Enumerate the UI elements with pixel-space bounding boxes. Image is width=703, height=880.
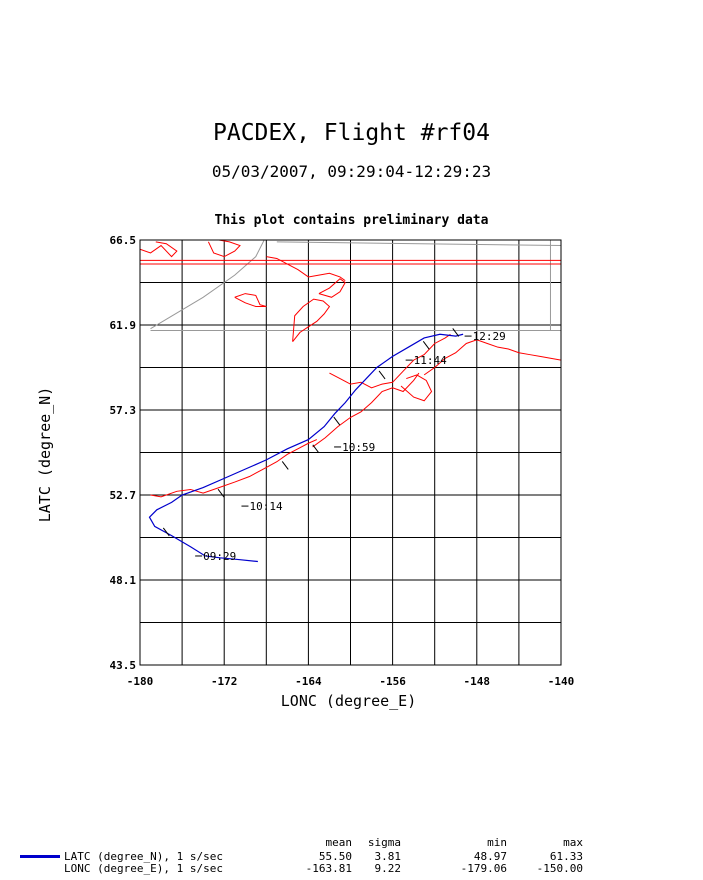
- y-axis-label: LATC (degree_N): [36, 387, 54, 522]
- y-tick-label: 61.9: [110, 319, 137, 332]
- track-tick-mark: [422, 341, 430, 350]
- flight-track-layer: [148, 328, 464, 563]
- time-label: 10:59: [342, 441, 375, 454]
- y-tick-label: 52.7: [110, 489, 137, 502]
- legend-row-label: LATC (degree_N), 1 s/sec: [64, 850, 223, 863]
- track-tick-mark: [378, 370, 386, 380]
- x-tick-label: -140: [548, 675, 575, 688]
- legend-value: -179.06: [460, 862, 507, 875]
- y-tick-label: 66.5: [110, 234, 137, 247]
- x-tick-label: -148: [464, 675, 491, 688]
- track-tick-mark: [217, 488, 225, 498]
- legend-value: 3.81: [374, 850, 402, 863]
- y-tick-label: 43.5: [110, 659, 137, 672]
- border-line: [276, 241, 562, 247]
- y-tick-label: 48.1: [110, 574, 137, 587]
- time-labels: 09:29 10:14 10:59 11:44 12:29: [195, 330, 506, 563]
- plot-frame: [139, 239, 562, 666]
- page-title: PACDEX, Flight #rf04: [213, 120, 490, 146]
- x-tick-label: -164: [295, 675, 322, 688]
- time-label: 11:44: [414, 354, 447, 367]
- coastline-segment: [329, 333, 451, 389]
- time-label: 09:29: [203, 550, 236, 563]
- coastline-segment: [207, 239, 241, 258]
- coastline-segment: [318, 278, 346, 298]
- legend-value: -163.81: [305, 862, 352, 875]
- axes: -180 -172 -164 -156 -148 -140 43.5 48.1 52.7 57.3…: [36, 234, 574, 710]
- track-tick-mark: [452, 328, 460, 337]
- time-label: 12:29: [473, 330, 506, 343]
- legend-header-max: max: [563, 836, 583, 849]
- legend-header-mean: mean: [325, 836, 353, 849]
- coastline-segment: [139, 241, 178, 258]
- coastline-segment: [423, 339, 562, 376]
- x-axis-label: LONC (degree_E): [281, 692, 416, 710]
- x-tick-label: -180: [127, 675, 154, 688]
- track-tick-mark: [281, 461, 289, 470]
- coastline-segment: [266, 256, 346, 282]
- coastline-segment: [150, 439, 318, 498]
- political-borders: [150, 239, 562, 332]
- preliminary-note: This plot contains preliminary data: [214, 213, 489, 228]
- coastline: [139, 239, 562, 498]
- flight-track: [148, 333, 464, 563]
- legend-value: 61.33: [549, 850, 583, 863]
- coastline-segment: [234, 293, 267, 308]
- x-tick-label: -172: [211, 675, 238, 688]
- page-subtitle: 05/03/2007, 09:29:04-12:29:23: [211, 162, 492, 181]
- track-tick-mark: [312, 444, 320, 454]
- coastline-segment: [292, 298, 331, 342]
- y-tick-label: 57.3: [110, 404, 137, 417]
- border-line: [150, 239, 265, 330]
- legend-row-label: LONC (degree_E), 1 s/sec: [64, 862, 223, 875]
- legend-line-swatch: [20, 855, 60, 858]
- legend-value: 9.22: [374, 862, 402, 875]
- legend-header-min: min: [487, 836, 507, 849]
- track-tick-mark: [333, 416, 341, 426]
- coastline-segment: [400, 374, 433, 402]
- grid: [140, 240, 561, 665]
- time-label: 10:14: [249, 500, 282, 513]
- legend-value: -150.00: [536, 862, 583, 875]
- legend-value: 48.97: [473, 850, 507, 863]
- legend-header-sigma: sigma: [367, 836, 401, 849]
- legend-value: 55.50: [318, 850, 352, 863]
- coastline-segment: [312, 372, 420, 448]
- x-tick-label: -156: [379, 675, 406, 688]
- track-tick-mark: [162, 527, 170, 537]
